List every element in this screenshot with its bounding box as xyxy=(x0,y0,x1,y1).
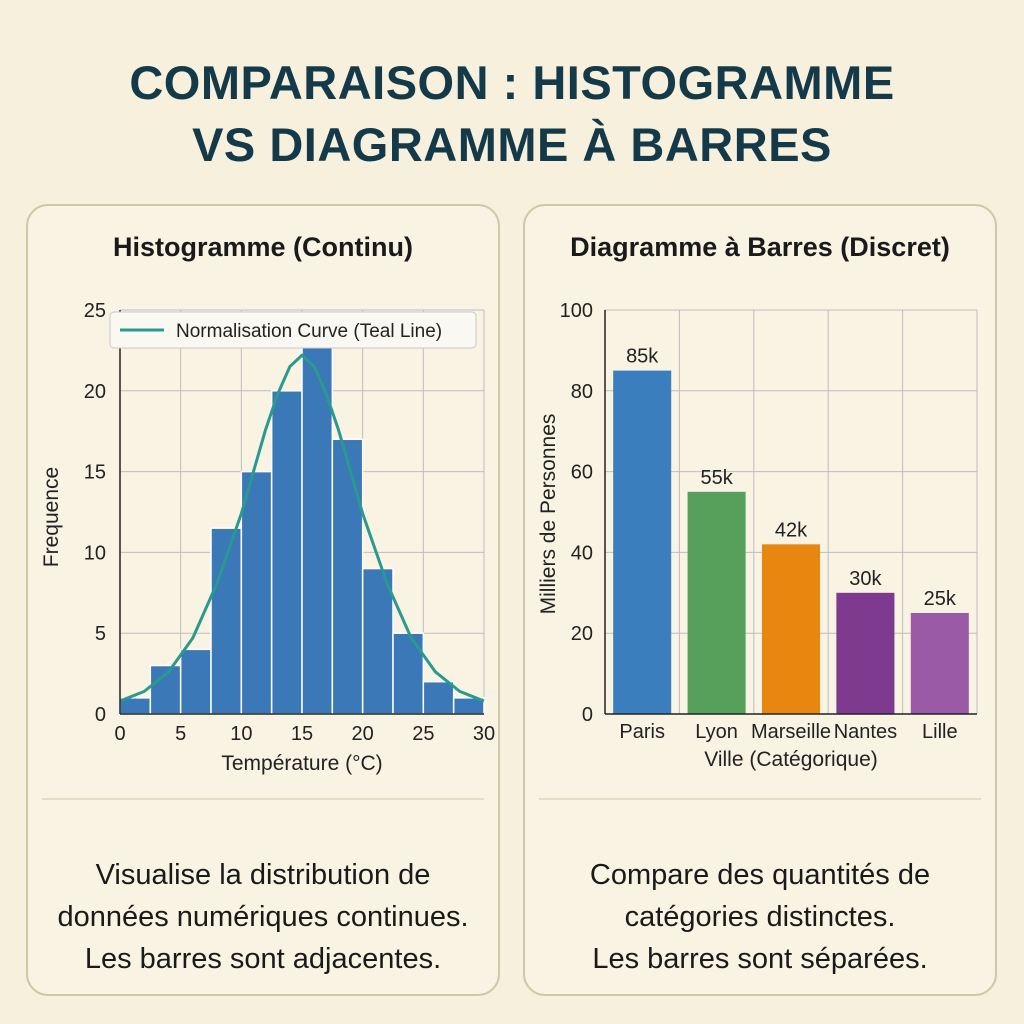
histogram-x-tick-label: 15 xyxy=(291,723,313,745)
histogram-panel: Histogramme (Continu) 0 5 10 15 20 25 30 0 5 10 15… xyxy=(26,204,500,996)
bar-chart-y-axis-label: Milliers de Personnes xyxy=(537,414,560,615)
bar-chart-panel-title: Diagramme à Barres (Discret) xyxy=(570,232,950,262)
histogram-description: Visualise la distribution de données num… xyxy=(28,854,498,980)
histogram-bar xyxy=(361,567,394,715)
normalisation-curve xyxy=(119,353,485,703)
bar-chart-y-tick-label: 20 xyxy=(571,623,593,645)
histogram-bar xyxy=(392,632,425,715)
histogram-legend xyxy=(109,311,477,349)
bar-chart-data-label: 42k xyxy=(775,519,808,541)
bar-chart-x-tick-label: Lille xyxy=(922,721,958,743)
histogram-bar xyxy=(331,438,364,715)
bar-chart-data-label: 55k xyxy=(700,467,733,489)
histogram-x-tick-label: 30 xyxy=(473,723,495,745)
bar-chart-data-label: 30k xyxy=(849,568,882,590)
bar-chart-x-tick-label: Nantes xyxy=(834,721,897,743)
bar-chart-x-tick-label: Marseille xyxy=(751,721,831,743)
histogram-x-tick-label: 25 xyxy=(412,723,434,745)
histogram-chart: 0 5 10 15 20 25 30 0 5 10 15 20 25 Température (°C) Fr… xyxy=(40,300,495,775)
bar-chart-bar xyxy=(687,491,746,714)
histogram-y-tick-label: 25 xyxy=(84,300,106,322)
histogram-y-tick-label: 15 xyxy=(84,462,106,484)
bar-chart-divider xyxy=(539,798,981,800)
bar-chart-description-line: Compare des quantités de xyxy=(589,859,931,891)
histogram-x-tick-label: 5 xyxy=(175,723,186,745)
bar-chart-panel: Diagramme à Barres (Discret) 85k Paris 55k… xyxy=(523,204,997,996)
bar-chart-bar xyxy=(836,592,895,714)
bar-chart-description: Compare des quantités de catégories dist… xyxy=(525,854,995,980)
bar-chart-x-tick-label: Lyon xyxy=(695,721,738,743)
histogram-y-tick-label: 10 xyxy=(84,542,106,564)
bar-chart-y-tick-label: 100 xyxy=(560,300,593,322)
bar-chart-y-tick-label: 80 xyxy=(571,381,593,403)
histogram-y-tick-label: 20 xyxy=(84,381,106,403)
bar-chart-data-label: 85k xyxy=(626,346,659,368)
histogram-x-tick-label: 0 xyxy=(114,723,125,745)
bar-chart-x-tick-label: Paris xyxy=(619,721,665,743)
title-line-2: VS DIAGRAMME À BARRES xyxy=(192,118,832,171)
histogram-bar xyxy=(422,680,455,715)
bar-chart-data-label: 25k xyxy=(924,588,957,610)
bar-chart-bar xyxy=(910,613,969,714)
histogram-x-tick-label: 20 xyxy=(352,723,374,745)
histogram-y-tick-label: 5 xyxy=(95,623,106,645)
bar-chart-y-tick-label: 40 xyxy=(571,542,593,564)
bar-chart: 85k Paris 55k Lyon 42k Marseille 30k Nantes 25k L… xyxy=(537,300,978,771)
histogram-description-line: Visualise la distribution de xyxy=(95,859,431,891)
histogram-bar xyxy=(270,390,303,715)
histogram-bar xyxy=(301,341,334,715)
bar-chart-y-tick-label: 60 xyxy=(571,462,593,484)
histogram-y-axis-label: Frequence xyxy=(40,467,63,567)
bar-chart-y-tick-label: 0 xyxy=(582,704,593,726)
bar-chart-description-line: catégories distinctes. xyxy=(624,901,896,933)
histogram-divider xyxy=(42,798,484,800)
histogram-x-axis-label: Température (°C) xyxy=(221,752,382,775)
bar-chart-x-axis-label: Ville (Catégorique) xyxy=(704,748,878,771)
title-line-1: COMPARAISON : HISTOGRAMME xyxy=(129,56,895,109)
bar-chart-description-line: Les barres sont séparées. xyxy=(592,943,928,975)
histogram-legend-label: Normalisation Curve (Teal Line) xyxy=(176,321,442,342)
histogram-bar xyxy=(179,648,212,715)
page-title: COMPARAISON : HISTOGRAMME VS DIAGRAMME À… xyxy=(0,52,1024,176)
histogram-bar xyxy=(240,470,273,715)
bar-chart-bar xyxy=(761,544,821,714)
histogram-description-line: Les barres sont adjacentes. xyxy=(84,943,442,975)
histogram-description-line: données numériques continues. xyxy=(57,901,469,933)
bar-chart-bar xyxy=(613,370,672,714)
histogram-panel-title: Histogramme (Continu) xyxy=(113,232,413,262)
histogram-x-tick-label: 10 xyxy=(230,723,252,745)
histogram-y-tick-label: 0 xyxy=(95,704,106,726)
